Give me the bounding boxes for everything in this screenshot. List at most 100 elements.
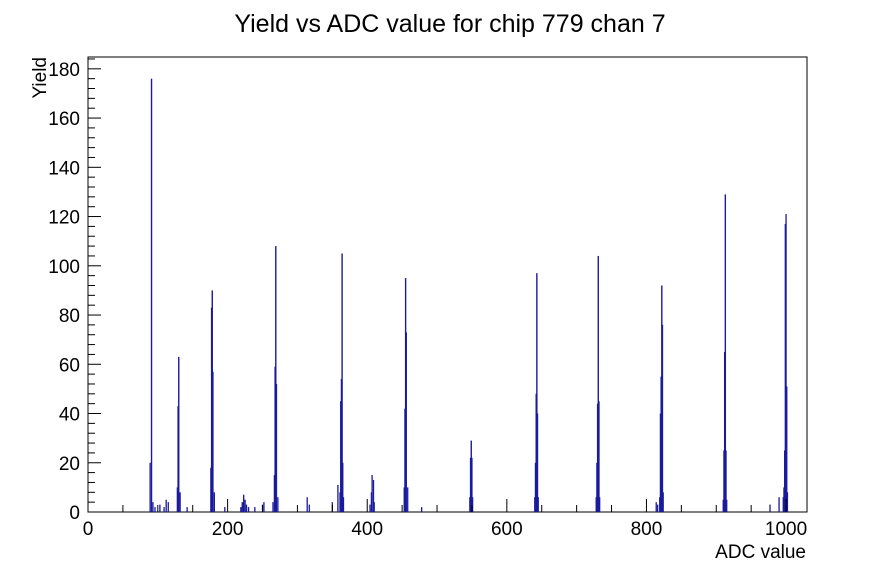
histogram-bar — [241, 502, 243, 512]
histogram-bar — [340, 401, 342, 512]
histogram-bar — [597, 255, 599, 512]
histogram-bar — [154, 507, 156, 512]
histogram-bar — [254, 507, 256, 512]
histogram-bar — [342, 462, 344, 512]
histogram-bar — [536, 413, 539, 512]
x-tick-label: 600 — [491, 519, 523, 540]
histogram-bar — [247, 507, 250, 512]
histogram-bar — [373, 502, 375, 512]
y-tick-label: 120 — [48, 208, 80, 229]
histogram-bar — [273, 475, 276, 512]
histogram-bar — [177, 406, 179, 512]
histogram-bar — [536, 273, 538, 512]
histogram-bar — [723, 450, 725, 512]
y-axis-ticks — [88, 58, 101, 513]
histogram-bar — [659, 413, 662, 512]
histogram-bar — [724, 194, 727, 512]
histogram-bar — [537, 497, 539, 512]
y-tick-label: 20 — [59, 454, 80, 475]
histogram-bar — [371, 475, 373, 512]
histogram-bar — [596, 462, 598, 512]
y-axis-tick-labels: 0 20 40 60 80 100 120 140 160 180 — [48, 60, 80, 524]
histogram-bar — [339, 492, 341, 512]
histogram-bar — [163, 507, 165, 512]
plot-frame — [87, 56, 808, 513]
histogram-bar — [786, 386, 788, 512]
histogram-bar — [149, 462, 151, 512]
histogram-bar — [596, 403, 599, 512]
x-axis-ticks — [87, 499, 787, 512]
histogram-bars — [149, 78, 789, 513]
histogram-bar — [722, 499, 724, 512]
histogram-bar — [242, 494, 245, 512]
histogram-bar — [306, 497, 308, 512]
histogram-bar — [167, 502, 169, 512]
histogram-bar — [655, 502, 657, 512]
histogram-bar — [595, 497, 597, 512]
histogram-bar — [470, 440, 472, 512]
histogram-bar — [165, 499, 167, 512]
histogram-bar — [244, 499, 246, 512]
histogram-bar — [341, 253, 343, 513]
histogram-bar — [407, 487, 409, 512]
histogram-bar — [659, 497, 661, 512]
histogram-bar — [661, 324, 664, 512]
histogram-bar — [783, 487, 785, 512]
histogram-bar — [656, 504, 659, 512]
histogram-bar — [240, 507, 242, 512]
histogram-bar — [186, 507, 188, 512]
histogram-bar — [263, 502, 265, 512]
y-tick-label: 140 — [48, 158, 80, 179]
histogram-bar — [534, 462, 537, 512]
y-tick-label: 0 — [69, 503, 80, 524]
histogram-bar — [176, 487, 178, 512]
histogram-bar — [726, 499, 728, 512]
y-axis-title: Yield — [30, 57, 51, 99]
x-axis-tick-labels: 0 200 400 600 800 1000 — [83, 519, 807, 540]
histogram-bar — [212, 371, 214, 512]
histogram-bar — [224, 507, 226, 512]
y-tick-label: 160 — [48, 109, 80, 130]
y-tick-label: 80 — [59, 306, 80, 327]
histogram-bar — [245, 504, 248, 512]
histogram-bar — [662, 492, 664, 512]
histogram-bar — [213, 492, 215, 512]
chart-title: Yield vs ADC value for chip 779 chan 7 — [234, 10, 665, 38]
histogram-bar — [403, 487, 405, 512]
y-tick-label: 100 — [48, 257, 80, 278]
histogram-bar — [178, 356, 180, 512]
histogram-bar — [342, 497, 345, 512]
histogram-bar — [404, 408, 406, 512]
histogram-bar — [598, 401, 600, 512]
x-tick-label: 400 — [351, 519, 383, 540]
histogram-bar — [534, 497, 536, 512]
histogram-bar — [786, 492, 789, 512]
histogram-bar — [210, 467, 212, 512]
histogram-bar — [405, 332, 407, 512]
histogram-bar — [782, 497, 784, 512]
histogram-bar — [784, 223, 787, 512]
histogram-bar — [471, 457, 473, 512]
histogram-bar — [725, 450, 727, 512]
histogram-bar — [372, 479, 375, 512]
y-tick-label: 60 — [59, 355, 80, 376]
histogram-bar — [275, 246, 277, 512]
histogram-bar — [661, 285, 663, 512]
x-tick-label: 0 — [83, 519, 94, 540]
histogram-bar — [369, 504, 371, 512]
histogram-bar — [404, 278, 407, 512]
histogram-bar — [272, 502, 274, 512]
histogram-bar — [785, 214, 787, 512]
x-tick-label: 800 — [631, 519, 663, 540]
histogram-bar — [152, 502, 154, 512]
histogram-bar — [275, 383, 278, 512]
x-tick-label: 200 — [212, 519, 244, 540]
histogram-bar — [159, 504, 161, 512]
histogram-bar — [421, 507, 423, 512]
y-tick-label: 180 — [48, 60, 80, 81]
histogram-bar — [337, 484, 339, 512]
histogram-bar — [179, 492, 181, 512]
frame-border — [87, 56, 808, 513]
histogram-bar — [370, 492, 373, 512]
